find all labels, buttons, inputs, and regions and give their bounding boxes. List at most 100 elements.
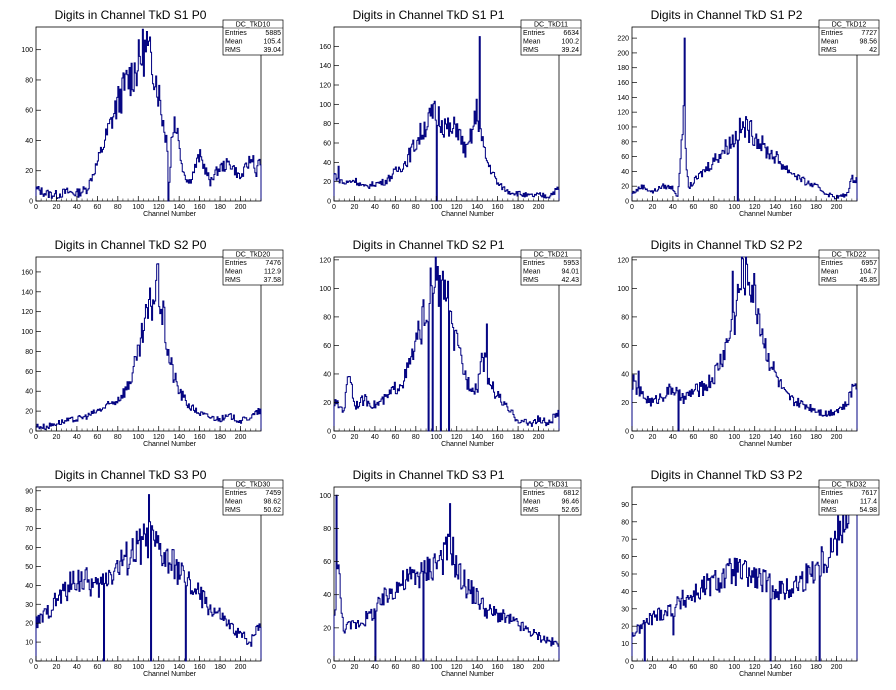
y-tick-label: 160 [21, 269, 33, 276]
stats-box [222, 479, 284, 516]
stats-entries-value: 7459 [265, 490, 281, 497]
y-tick-label: 0 [625, 659, 629, 666]
stats-box [520, 479, 582, 516]
y-tick-label: 50 [25, 564, 33, 571]
stats-rms-value: 45.85 [859, 277, 877, 284]
x-tick-label: 80 [412, 664, 420, 671]
x-tick-label: 100 [132, 664, 144, 671]
x-tick-label: 140 [769, 434, 781, 441]
y-tick-label: 200 [617, 50, 629, 57]
x-tick-label: 0 [630, 664, 634, 671]
x-tick-label: 20 [351, 434, 359, 441]
x-tick-label: 80 [412, 434, 420, 441]
stats-name: DC_TkD12 [832, 22, 867, 29]
x-tick-label: 160 [194, 434, 206, 441]
x-tick-label: 40 [669, 204, 677, 211]
y-tick-label: 60 [25, 545, 33, 552]
stats-mean-value: 98.62 [263, 499, 281, 506]
x-tick-label: 200 [533, 204, 545, 211]
stats-rms-label: RMS [225, 277, 241, 284]
y-tick-label: 0 [327, 659, 331, 666]
stats-mean-label: Mean [523, 499, 541, 506]
chart-title: Digits in Channel TkD S2 P1 [353, 238, 505, 252]
stats-mean-label: Mean [821, 269, 839, 276]
y-tick-label: 30 [25, 602, 33, 609]
x-tick-label: 120 [451, 204, 463, 211]
x-tick-label: 40 [73, 664, 81, 671]
y-tick-label: 10 [25, 640, 33, 647]
stats-name: DC_TkD31 [534, 482, 569, 489]
histogram-svg: Digits in Channel TkD S3 P20 20 40 60 80 100 1… [621, 468, 880, 678]
histogram-svg: Digits in Channel TkD S3 P00 20 40 60 80 100 1… [25, 468, 284, 678]
histogram-panel: Digits in Channel TkD S1 P2 0 20 40 60 80 100 1… [596, 0, 894, 230]
x-tick-label: 180 [214, 434, 226, 441]
x-tick-label: 140 [173, 434, 185, 441]
x-tick-label: 0 [34, 664, 38, 671]
x-tick-label: 160 [492, 204, 504, 211]
y-tick-label: 80 [25, 77, 33, 84]
stats-entries-label: Entries [225, 30, 247, 37]
histogram-panel: Digits in Channel TkD S3 P0 0 20 40 60 80 100 1… [0, 460, 298, 690]
stats-name: DC_TkD11 [534, 22, 568, 29]
stats-mean-value: 112.9 [264, 269, 281, 276]
stats-entries-value: 7476 [265, 260, 281, 267]
y-tick-label: 40 [323, 160, 331, 167]
x-tick-label: 200 [235, 664, 247, 671]
x-tick-label: 100 [132, 434, 144, 441]
x-tick-label: 60 [391, 204, 399, 211]
x-tick-label: 100 [430, 204, 442, 211]
y-tick-label: 0 [29, 429, 33, 436]
x-tick-label: 20 [53, 204, 61, 211]
y-tick-label: 60 [25, 108, 33, 115]
x-tick-label: 80 [114, 204, 122, 211]
histogram-line [35, 494, 262, 662]
histogram-svg: Digits in Channel TkD S2 P0 0 20 40 60 80 100 1… [21, 238, 284, 448]
y-tick-label: 0 [29, 199, 33, 206]
y-tick-label: 30 [621, 606, 629, 613]
y-tick-label: 0 [29, 659, 33, 666]
x-tick-label: 80 [114, 434, 122, 441]
y-tick-label: 120 [319, 257, 331, 264]
stats-mean-label: Mean [225, 499, 243, 506]
x-tick-label: 20 [649, 434, 657, 441]
y-tick-label: 80 [621, 314, 629, 321]
y-tick-label: 20 [323, 179, 331, 186]
y-tick-label: 60 [323, 141, 331, 148]
histogram-line [35, 263, 262, 431]
x-tick-label: 140 [173, 204, 185, 211]
x-tick-label: 140 [471, 434, 483, 441]
y-tick-label: 80 [323, 314, 331, 321]
x-axis-label: Channel Number [143, 441, 197, 448]
y-tick-label: 80 [621, 139, 629, 146]
x-tick-label: 200 [235, 204, 247, 211]
x-tick-label: 120 [153, 664, 165, 671]
stats-mean-value: 104.7 [859, 269, 877, 276]
histogram-svg: Digits in Channel TkD S3 P1 0 20 40 60 80 100 1… [319, 468, 582, 678]
x-tick-label: 60 [93, 664, 101, 671]
stats-mean-value: 96.46 [561, 499, 579, 506]
x-tick-label: 60 [93, 434, 101, 441]
x-tick-label: 140 [769, 664, 781, 671]
x-tick-label: 160 [492, 434, 504, 441]
x-tick-label: 20 [351, 664, 359, 671]
stats-entries-value: 7727 [861, 30, 877, 37]
histogram-svg: Digits in Channel TkD S1 P1 0 20 40 60 80 100 1… [319, 8, 582, 218]
x-tick-label: 180 [214, 664, 226, 671]
x-tick-label: 180 [214, 204, 226, 211]
y-tick-label: 40 [621, 371, 629, 378]
stats-entries-value: 5953 [563, 260, 579, 267]
stats-entries-value: 7617 [861, 490, 877, 497]
y-tick-label: 60 [621, 554, 629, 561]
histogram-panel: Digits in Channel TkD S2 P1 0 20 40 60 80 100 1… [298, 230, 596, 460]
x-tick-label: 140 [173, 664, 185, 671]
x-tick-label: 20 [649, 204, 657, 211]
stats-entries-label: Entries [821, 30, 843, 37]
stats-name: DC_TkD10 [236, 22, 271, 29]
y-tick-label: 60 [621, 154, 629, 161]
x-tick-label: 80 [114, 664, 122, 671]
stats-mean-value: 100.2 [561, 39, 579, 46]
x-tick-label: 160 [790, 434, 802, 441]
y-tick-label: 70 [25, 526, 33, 533]
stats-rms-label: RMS [821, 277, 837, 284]
y-tick-label: 10 [621, 641, 629, 648]
